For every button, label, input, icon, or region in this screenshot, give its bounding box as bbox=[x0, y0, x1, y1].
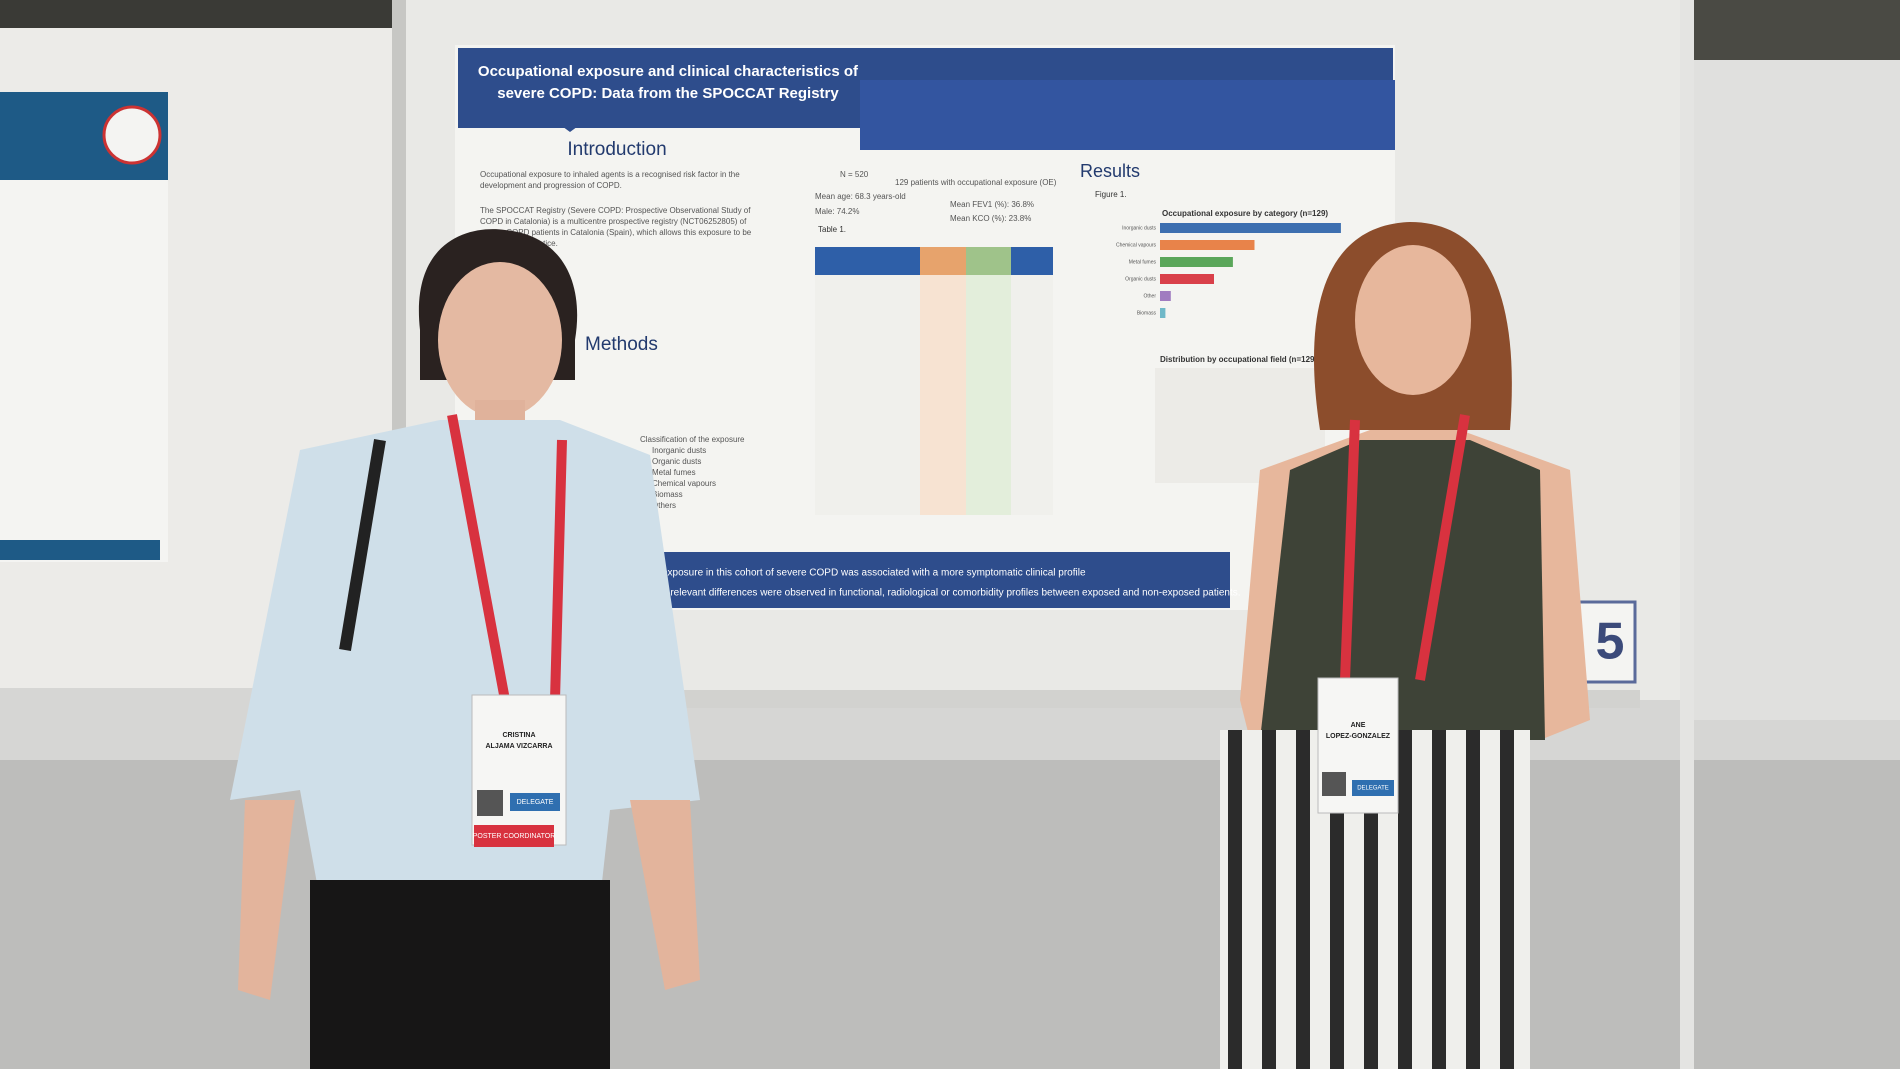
badge-role: DELEGATE bbox=[1357, 786, 1389, 792]
stripe bbox=[1330, 730, 1344, 1069]
badge-role: DELEGATE bbox=[517, 799, 554, 806]
author-band bbox=[860, 80, 1395, 150]
badge-role-bg bbox=[1352, 780, 1394, 796]
method-item: Others bbox=[652, 501, 676, 510]
category-label: Inorganic dusts bbox=[1122, 225, 1156, 231]
section-heading: Methods bbox=[585, 334, 658, 355]
badge-name: CRISTINA bbox=[502, 732, 535, 739]
stripe bbox=[1432, 730, 1446, 1069]
stat: 129 patients with occupational exposure … bbox=[895, 178, 1057, 187]
conclusion-text: exposure in this cohort of severe COPD w… bbox=[662, 568, 1086, 579]
section-heading: Results bbox=[1080, 161, 1140, 181]
figure-caption: Figure 1. bbox=[1095, 190, 1127, 199]
pants-stripes bbox=[1228, 730, 1514, 1069]
badge-name: ANE bbox=[1351, 722, 1366, 729]
poster-title: Occupational exposure and clinical chara… bbox=[478, 63, 859, 80]
intro-line: development and progression of COPD. bbox=[480, 181, 622, 190]
stat: N = 520 bbox=[840, 170, 869, 179]
badge-extra: POSTER COORDINATOR bbox=[473, 833, 556, 840]
figure: Occupational exposure by category (n=129… bbox=[1116, 209, 1341, 318]
badge-name: LOPEZ-GONZALEZ bbox=[1326, 733, 1391, 740]
bag-strap bbox=[339, 439, 386, 651]
figure-title: Distribution by occupational field (n=12… bbox=[1160, 355, 1317, 364]
bar bbox=[1160, 240, 1255, 250]
top bbox=[1260, 440, 1545, 740]
arm bbox=[238, 800, 295, 1000]
intro-line: severe COPD patients in Catalonia (Spain… bbox=[480, 228, 752, 237]
face bbox=[1355, 245, 1471, 395]
board-post bbox=[1680, 0, 1694, 1069]
lanyard bbox=[1340, 414, 1470, 681]
conclusion-text: o relevant differences were observed in … bbox=[662, 588, 1241, 599]
conclusion-band bbox=[650, 552, 1230, 608]
intro-line: The SPOCCAT Registry (Severe COPD: Prosp… bbox=[480, 206, 751, 215]
badge-extra-bg bbox=[474, 825, 554, 847]
figure-title: Occupational exposure by category (n=129… bbox=[1162, 209, 1328, 218]
table-header bbox=[920, 247, 966, 275]
shirt bbox=[230, 420, 700, 900]
left-poster-footer bbox=[0, 540, 160, 560]
bar bbox=[1160, 308, 1166, 318]
method-item: Chemical vapours bbox=[652, 479, 716, 488]
left-poster-logo bbox=[102, 105, 162, 165]
stripe bbox=[1466, 730, 1480, 1069]
badge-name: ALJAMA VIZCARRA bbox=[485, 743, 552, 750]
arm bbox=[630, 800, 700, 990]
method-item: Metal fumes bbox=[652, 468, 696, 477]
method-item: Biomass bbox=[652, 490, 683, 499]
lanyard bbox=[447, 414, 567, 701]
category-label: Other bbox=[1143, 293, 1156, 299]
table-caption: Table 1. bbox=[818, 225, 846, 234]
method-item: Inorganic dusts bbox=[652, 446, 706, 455]
table-header bbox=[966, 247, 1011, 275]
category-label: Biomass bbox=[1137, 310, 1157, 316]
qr-code bbox=[477, 790, 503, 816]
pants bbox=[310, 880, 610, 1069]
bar bbox=[1160, 257, 1233, 267]
header-arrow bbox=[540, 110, 600, 132]
section-heading: Introduction bbox=[567, 139, 666, 160]
ceiling-right bbox=[1680, 0, 1900, 60]
category-label: Metal fumes bbox=[1129, 259, 1157, 265]
badge-left: CRISTINA ALJAMA VIZCARRA DELEGATE POSTER… bbox=[471, 694, 567, 847]
badge-role-bg bbox=[510, 793, 560, 811]
badge-right: ANE LOPEZ-GONZALEZ DELEGATE bbox=[1317, 677, 1399, 814]
intro-line: Occupational exposure to inhaled agents … bbox=[480, 170, 740, 179]
stat: Mean age: 68.3 years-old bbox=[815, 192, 906, 201]
category-label: Chemical vapours bbox=[1116, 242, 1157, 248]
stripe bbox=[1364, 730, 1378, 1069]
stripe bbox=[1262, 730, 1276, 1069]
method-item: Classification of the exposure bbox=[640, 435, 745, 444]
intro-line: COPD in Catalonia) is a multicentre pros… bbox=[480, 217, 747, 226]
right-board bbox=[1694, 60, 1900, 720]
table-column bbox=[966, 275, 1011, 515]
stat: Mean FEV1 (%): 36.8% bbox=[950, 200, 1034, 209]
table-column bbox=[920, 275, 966, 515]
stats: N = 520 129 patients with occupational ex… bbox=[815, 170, 1057, 223]
stripe bbox=[1228, 730, 1242, 1069]
methods-list: Classification of the exposure Inorganic … bbox=[640, 435, 745, 510]
stat: Male: 74.2% bbox=[815, 207, 859, 216]
stripe bbox=[1500, 730, 1514, 1069]
stripe bbox=[1296, 730, 1310, 1069]
bar bbox=[1160, 291, 1171, 301]
stripe bbox=[1398, 730, 1412, 1069]
bar bbox=[1160, 274, 1214, 284]
bar bbox=[1160, 223, 1341, 233]
qr-code bbox=[1322, 772, 1346, 796]
method-item: Organic dusts bbox=[652, 457, 701, 466]
category-label: Organic dusts bbox=[1125, 276, 1156, 282]
face bbox=[438, 262, 562, 418]
person-left bbox=[230, 229, 700, 1069]
board-number-box bbox=[1573, 600, 1637, 684]
board-number: 5 bbox=[1596, 613, 1625, 671]
badge bbox=[471, 694, 567, 846]
stat: Mean KCO (%): 23.8% bbox=[950, 214, 1031, 223]
poster-title: severe COPD: Data from the SPOCCAT Regis… bbox=[497, 85, 839, 102]
